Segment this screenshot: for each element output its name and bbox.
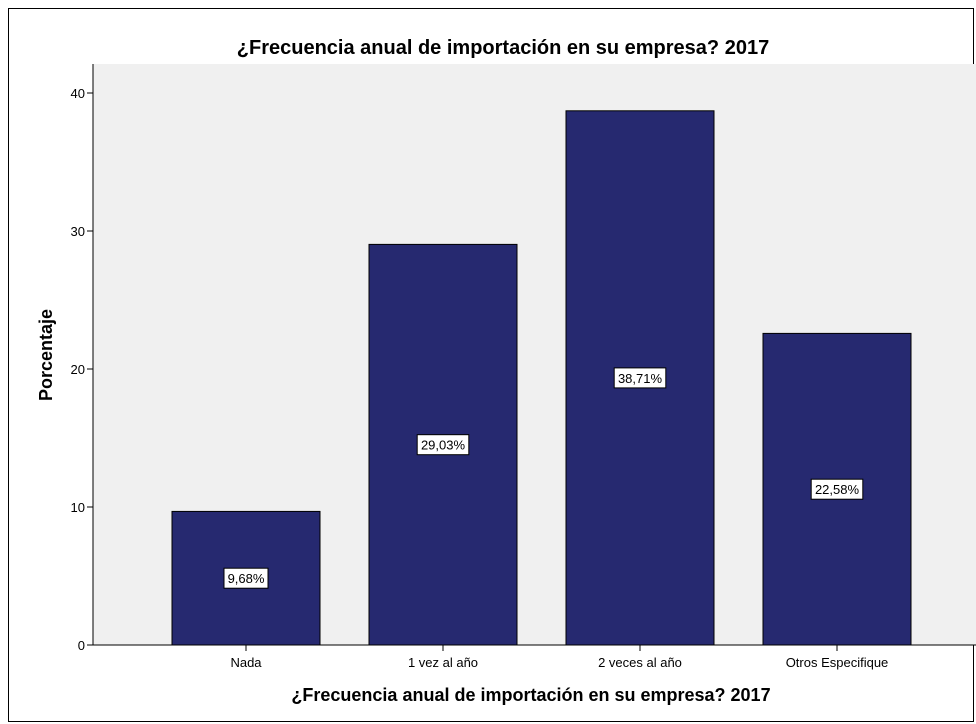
- x-axis-title: ¿Frecuencia anual de importación en su e…: [291, 685, 770, 705]
- x-tick-label: Nada: [230, 655, 262, 670]
- x-tick-label: 1 vez al año: [408, 655, 478, 670]
- x-tick-label: 2 veces al año: [598, 655, 682, 670]
- data-label: 22,58%: [815, 482, 860, 497]
- x-axis: Nada 1 vez al año 2 veces al año Otros Espe…: [230, 645, 888, 670]
- data-label-box: [613, 367, 667, 389]
- data-label: 29,03%: [421, 438, 466, 453]
- y-tick-label: 20: [71, 362, 85, 377]
- y-tick-label: 0: [78, 638, 85, 653]
- y-axis-title: Porcentaje: [36, 309, 56, 401]
- chart-title: ¿Frecuencia anual de importación en su e…: [237, 37, 769, 59]
- data-label-box: [223, 567, 269, 589]
- bars-group: [171, 110, 912, 646]
- data-labels-group: 9,68% 29,03% 38,71% 22,58%: [223, 367, 864, 589]
- y-tick-label: 10: [71, 500, 85, 515]
- data-label: 38,71%: [618, 371, 663, 386]
- data-label: 9,68%: [228, 571, 265, 586]
- y-tick-label: 40: [71, 86, 85, 101]
- x-tick-label: Otros Especifique: [786, 655, 889, 670]
- data-label-box: [810, 478, 864, 500]
- data-label-box: [416, 434, 470, 456]
- y-tick-label: 30: [71, 224, 85, 239]
